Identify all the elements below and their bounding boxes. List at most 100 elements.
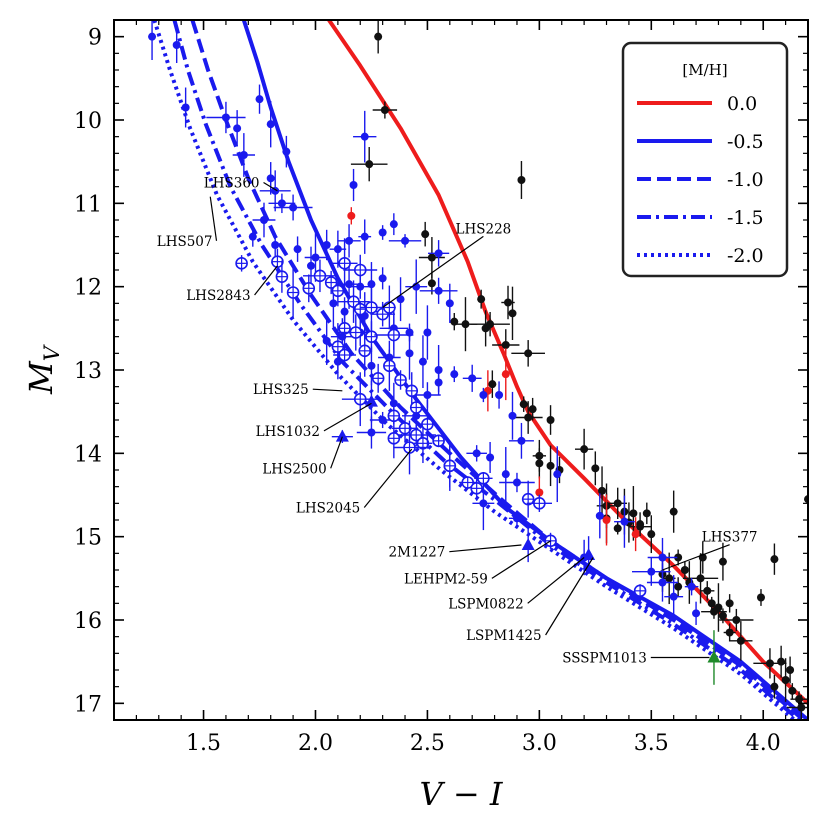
x-tick-label: 2.5 bbox=[410, 731, 445, 756]
data-point bbox=[495, 381, 504, 409]
x-tick-label: 3.5 bbox=[634, 731, 669, 756]
point-marker bbox=[271, 241, 280, 249]
data-point bbox=[669, 490, 678, 533]
y-tick-label: 14 bbox=[74, 442, 102, 467]
point-marker bbox=[658, 553, 667, 562]
data-point bbox=[462, 364, 482, 392]
annotation-label: LHS2843 bbox=[186, 288, 250, 304]
point-marker bbox=[356, 282, 365, 291]
x-tick-label: 4.0 bbox=[746, 731, 781, 756]
point-marker bbox=[732, 616, 741, 624]
data-point bbox=[418, 335, 427, 389]
point-marker bbox=[221, 113, 230, 122]
legend-title: [M/H] bbox=[682, 61, 727, 79]
point-marker bbox=[378, 228, 387, 237]
point-marker bbox=[405, 349, 414, 358]
point-marker bbox=[703, 586, 712, 595]
data-point bbox=[367, 346, 376, 386]
annotation-leader-line bbox=[312, 388, 343, 392]
point-marker bbox=[517, 436, 526, 445]
annotation-label: LHS507 bbox=[157, 234, 213, 250]
data-point bbox=[674, 577, 683, 597]
point-marker bbox=[524, 413, 533, 422]
data-point bbox=[582, 536, 596, 574]
y-tick-label: 11 bbox=[74, 192, 102, 217]
point-marker bbox=[642, 509, 651, 518]
data-point bbox=[508, 391, 517, 440]
point-marker bbox=[479, 391, 488, 399]
data-point bbox=[526, 494, 552, 512]
annotation-label: LHS325 bbox=[253, 382, 309, 398]
data-point bbox=[329, 230, 347, 268]
point-marker bbox=[765, 659, 774, 668]
point-marker bbox=[508, 411, 517, 420]
data-point bbox=[786, 656, 795, 684]
point-marker bbox=[488, 380, 497, 389]
annotation-label: LHS228 bbox=[456, 221, 512, 237]
data-point bbox=[266, 100, 275, 148]
point-marker bbox=[521, 538, 535, 550]
data-point bbox=[781, 658, 790, 702]
data-point bbox=[388, 234, 422, 248]
point-marker bbox=[725, 628, 734, 637]
point-marker bbox=[421, 230, 430, 239]
data-point bbox=[396, 277, 405, 322]
point-marker bbox=[322, 241, 331, 249]
y-axis-title-main: M bbox=[22, 360, 60, 395]
data-point bbox=[331, 238, 358, 289]
data-point bbox=[322, 229, 331, 261]
point-marker bbox=[239, 151, 248, 159]
data-point bbox=[513, 401, 543, 434]
point-marker bbox=[486, 453, 495, 462]
point-marker bbox=[669, 592, 678, 601]
data-point bbox=[598, 466, 607, 516]
point-marker bbox=[508, 309, 517, 318]
point-marker bbox=[591, 464, 600, 473]
point-marker bbox=[582, 548, 596, 560]
legend-entry: -1.0 bbox=[637, 169, 764, 191]
point-marker bbox=[434, 366, 443, 374]
point-marker bbox=[519, 400, 528, 409]
point-marker bbox=[658, 578, 667, 587]
point-marker bbox=[248, 232, 257, 241]
point-marker bbox=[501, 341, 510, 349]
data-point bbox=[501, 348, 510, 401]
data-point bbox=[472, 476, 495, 531]
data-point bbox=[528, 397, 537, 421]
point-marker bbox=[647, 567, 656, 576]
point-marker bbox=[770, 682, 779, 691]
legend-label: -1.5 bbox=[727, 207, 764, 229]
data-point bbox=[347, 207, 356, 225]
point-marker bbox=[512, 514, 521, 523]
annotation-leader-line bbox=[545, 557, 594, 636]
point-marker bbox=[504, 298, 513, 307]
x-axis-title: V − I bbox=[420, 775, 504, 813]
point-marker bbox=[756, 593, 765, 602]
point-marker bbox=[418, 357, 427, 366]
data-point bbox=[707, 630, 721, 685]
point-marker bbox=[535, 459, 544, 468]
point-marker bbox=[364, 394, 378, 407]
legend-label: -1.0 bbox=[727, 169, 764, 191]
point-marker bbox=[289, 203, 298, 212]
point-marker bbox=[687, 582, 696, 591]
point-marker bbox=[477, 295, 486, 304]
point-marker bbox=[770, 555, 779, 564]
point-marker bbox=[468, 374, 477, 383]
data-point bbox=[718, 542, 727, 581]
point-marker bbox=[718, 557, 727, 566]
annotation-label: LHS377 bbox=[702, 530, 758, 546]
data-point bbox=[443, 444, 457, 488]
y-axis-title: MV bbox=[22, 344, 64, 395]
data-point bbox=[353, 110, 377, 163]
data-point bbox=[682, 553, 719, 604]
data-point bbox=[206, 101, 246, 134]
data-point bbox=[642, 502, 651, 525]
data-point bbox=[405, 372, 419, 410]
data-point bbox=[371, 363, 385, 393]
point-marker bbox=[434, 378, 443, 387]
data-point bbox=[232, 133, 256, 177]
data-point bbox=[418, 237, 445, 278]
point-marker bbox=[450, 370, 459, 379]
data-point bbox=[700, 581, 715, 601]
